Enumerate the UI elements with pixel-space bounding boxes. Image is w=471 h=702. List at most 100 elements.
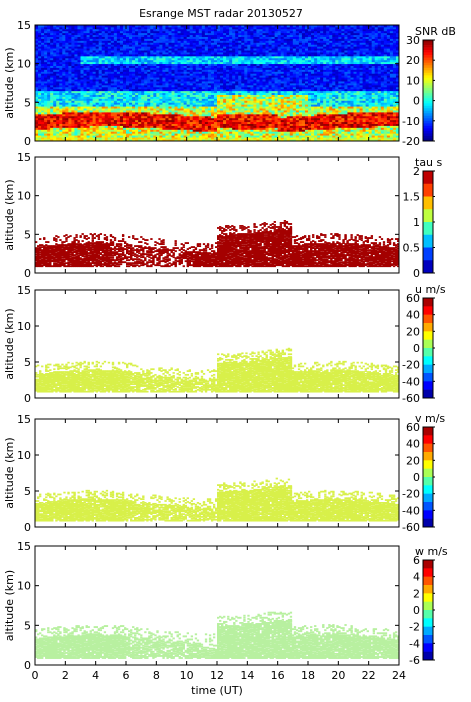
snr-cell [235, 129, 239, 132]
snr-cell [177, 88, 181, 92]
snr-cell [47, 73, 51, 76]
snr-cell [204, 38, 209, 41]
snr-cell [259, 84, 263, 88]
snr-cell [201, 77, 206, 80]
snr-cell [244, 57, 248, 61]
snr-cell [174, 102, 178, 105]
snr-cell [189, 79, 194, 82]
snr-cell [50, 73, 54, 76]
snr-cell [101, 129, 106, 132]
snr-cell [210, 40, 215, 43]
snr-cell [244, 137, 248, 140]
snr-cell [195, 106, 200, 109]
snr-cell [265, 48, 269, 51]
snr-cell [153, 54, 157, 57]
snr-cell [235, 108, 239, 111]
snr-cell [189, 96, 194, 99]
snr-cell [207, 108, 212, 111]
snr-cell [171, 71, 175, 74]
snr-cell [159, 63, 163, 66]
snr-cell [135, 110, 139, 113]
snr-cell [104, 94, 109, 97]
snr-cell [168, 71, 172, 74]
snr-cell [229, 55, 233, 59]
snr-cell [274, 57, 279, 61]
snr-cell [147, 108, 151, 111]
snr-cell [262, 133, 266, 136]
snr-cell [268, 34, 272, 37]
snr-cell [144, 65, 148, 68]
snr-cell [223, 73, 227, 76]
snr-cell [80, 48, 84, 51]
snr-cell [53, 86, 57, 90]
snr-cell [183, 106, 188, 109]
snr-cell [226, 48, 230, 51]
snr-cell [144, 46, 148, 49]
snr-cell [159, 54, 163, 57]
snr-cell [262, 34, 266, 37]
snr-cell [38, 59, 42, 63]
snr-cell [180, 110, 185, 113]
snr-cell [144, 129, 148, 132]
snr-cell [62, 75, 66, 78]
snr-cell [83, 25, 87, 28]
snr-cell [74, 48, 78, 51]
snr-cell [256, 42, 260, 45]
snr-cell [180, 81, 185, 84]
snr-cell [104, 127, 109, 130]
snr-cell [89, 90, 94, 94]
snr-cell [189, 86, 194, 90]
snr-cell [150, 46, 154, 49]
snr-cell [277, 44, 282, 47]
snr-cell [135, 92, 139, 95]
snr-cell [41, 131, 45, 134]
snr-cell [210, 112, 215, 115]
snr-cell [138, 77, 142, 80]
snr-cell [235, 52, 239, 55]
snr-cell [177, 102, 181, 105]
snr-cell [104, 48, 109, 51]
snr-cell [177, 36, 181, 39]
snr-cell [244, 119, 248, 123]
snr-cell [220, 48, 224, 51]
snr-cell [268, 84, 272, 88]
snr-cell [286, 113, 291, 117]
snr-cell [198, 86, 203, 90]
snr-cell [220, 135, 224, 138]
snr-cell [98, 42, 103, 45]
snr-cell [171, 59, 175, 63]
snr-cell [201, 75, 206, 78]
snr-cell [244, 48, 248, 51]
snr-cell [50, 90, 54, 94]
snr-cell [253, 75, 257, 78]
snr-cell [144, 90, 148, 94]
snr-cell [244, 86, 248, 90]
snr-cell [159, 30, 163, 34]
snr-cell [201, 61, 206, 65]
snr-cell [280, 108, 285, 111]
snr-cell [62, 84, 66, 88]
snr-cell [198, 34, 203, 37]
snr-cell [86, 79, 90, 82]
snr-cell [110, 108, 115, 111]
snr-cell [271, 63, 276, 66]
snr-cell [186, 106, 191, 109]
snr-cell [192, 106, 197, 109]
snr-cell [247, 106, 251, 109]
snr-cell [220, 102, 224, 105]
snr-cell [271, 98, 276, 101]
snr-cell [177, 28, 181, 32]
snr-cell [265, 81, 269, 84]
snr-cell [135, 73, 139, 76]
snr-cell [238, 83, 242, 86]
snr-cell [262, 32, 266, 36]
snr-cell [210, 52, 215, 55]
snr-cell [147, 40, 151, 43]
snr-cell [62, 32, 66, 36]
snr-cell [220, 121, 224, 124]
snr-cell [89, 106, 94, 109]
snr-cell [65, 110, 69, 113]
snr-cell [286, 133, 291, 136]
snr-cell [153, 131, 157, 134]
snr-cell [217, 112, 221, 115]
